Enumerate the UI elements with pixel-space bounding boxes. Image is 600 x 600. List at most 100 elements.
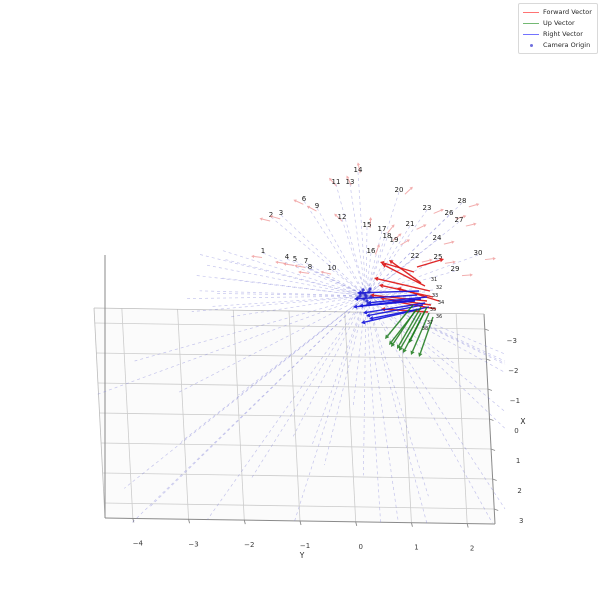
grid-lines — [94, 308, 495, 524]
x-tick-label: −2 — [508, 367, 518, 375]
up-vector — [408, 306, 428, 343]
right-vector — [363, 302, 426, 315]
camera-ray — [305, 262, 506, 373]
camera-label: 18 — [383, 232, 392, 240]
camera-label: 34 — [438, 300, 444, 306]
camera-label: 8 — [308, 263, 312, 271]
camera-forward-arrow — [346, 175, 352, 186]
camera-origin-point — [356, 296, 360, 300]
camera-origin-point — [363, 292, 367, 296]
camera-forward-arrow — [293, 199, 304, 205]
camera-ray — [309, 268, 506, 364]
legend-item-camera-origin: Camera Origin — [523, 40, 593, 50]
camera-label: 11 — [332, 178, 341, 186]
camera-ray — [181, 239, 438, 442]
right-vector — [366, 304, 424, 318]
up-vector-arrows — [385, 304, 434, 357]
camera-forward-arrow — [259, 217, 271, 222]
origin-marker-icon — [523, 43, 539, 47]
camera-ray — [292, 241, 395, 437]
camera-forward-arrow — [374, 244, 380, 255]
camera-ray — [303, 200, 506, 510]
camera-label: 16 — [367, 247, 376, 255]
camera-origin-point — [361, 288, 365, 292]
camera-ray — [251, 225, 411, 479]
camera-ray — [131, 202, 463, 524]
forward-vector — [416, 258, 444, 268]
camera-ray — [270, 216, 506, 412]
camera-forward-arrow — [387, 224, 395, 234]
camera-forward-arrow — [404, 186, 413, 195]
camera-forward-arrow — [392, 233, 402, 241]
legend-item-right-vector: Right Vector — [523, 29, 593, 39]
camera-forward-arrow — [251, 254, 263, 259]
camera-ray — [357, 171, 381, 524]
camera-ray — [220, 277, 423, 304]
camera-forward-arrow — [283, 262, 295, 266]
y-tick-label: −4 — [133, 539, 144, 547]
camera-label: 32 — [436, 285, 442, 291]
camera-forward-arrow — [433, 208, 444, 214]
camera-forward-arrow — [484, 257, 496, 261]
camera-label: 5 — [293, 255, 297, 263]
legend-item-label: Up Vector — [543, 18, 575, 27]
right-vector — [361, 308, 422, 325]
camera-ray — [262, 252, 506, 355]
legend-item-forward-vector: Forward Vector — [523, 7, 593, 17]
camera-ray — [331, 269, 455, 364]
right-vector — [353, 300, 416, 309]
camera-label: 2 — [269, 211, 273, 219]
camera-ray — [134, 270, 456, 362]
camera-forward-arrow — [320, 270, 332, 275]
y-tick-label: 0 — [358, 543, 362, 551]
camera-origin-point — [360, 291, 364, 295]
y-axis-label: Y — [299, 551, 305, 560]
camera-forward-arrow — [455, 215, 467, 220]
camera-label: 19 — [390, 236, 399, 244]
camera-forward-arrow — [329, 177, 337, 187]
camera-forward-arrow — [461, 273, 473, 277]
axis-ticks: −4 −3 −2 −1 0 1 2 −3 −2 −1 0 1 2 3 — [132, 328, 523, 553]
vector-line-icon — [523, 33, 539, 35]
up-vector — [397, 306, 422, 349]
up-vector — [399, 312, 422, 351]
x-tick-label: −1 — [510, 397, 520, 405]
axis-labels: YX — [299, 417, 526, 560]
camera-origin-point — [369, 295, 373, 299]
camera-label: 30 — [474, 249, 483, 257]
vector-line-icon — [523, 11, 539, 13]
camera-forward-arrow — [356, 162, 361, 174]
legend: Forward Vector Up Vector Right Vector Camer… — [518, 3, 598, 54]
camera-label: 6 — [302, 195, 307, 203]
camera-forward-arrow — [421, 258, 433, 263]
camera-markers: 12 34 567891011121314151617181920212223242… — [251, 162, 496, 277]
camera-origin-points — [356, 287, 373, 306]
camera-label: 23 — [423, 204, 432, 212]
y-tick-label: −1 — [300, 542, 310, 550]
camera-label: 38 — [422, 326, 428, 332]
camera-label: 35 — [430, 307, 436, 313]
x-tick-label: 3 — [519, 517, 523, 525]
camera-ray — [183, 294, 437, 299]
camera-origin-point — [366, 302, 370, 306]
camera-label: 21 — [406, 220, 415, 228]
camera-ray — [194, 274, 433, 305]
camera-label: 36 — [436, 314, 442, 320]
camera-origin-point — [362, 297, 366, 301]
camera-label: 25 — [434, 253, 443, 261]
camera-origin-point — [368, 287, 372, 291]
camera-label: 14 — [354, 166, 363, 174]
camera-ray — [191, 289, 434, 312]
x-tick-label: 1 — [516, 457, 520, 465]
camera-origin-point — [365, 299, 369, 303]
camera-ray — [335, 183, 428, 524]
camera-label: 37 — [427, 320, 433, 326]
camera-forward-arrow — [400, 239, 410, 246]
camera-ray — [324, 230, 383, 466]
vector-line-icon — [523, 22, 539, 24]
right-vector — [357, 290, 420, 296]
forward-vector — [374, 276, 431, 292]
y-tick-label: 2 — [470, 545, 474, 553]
